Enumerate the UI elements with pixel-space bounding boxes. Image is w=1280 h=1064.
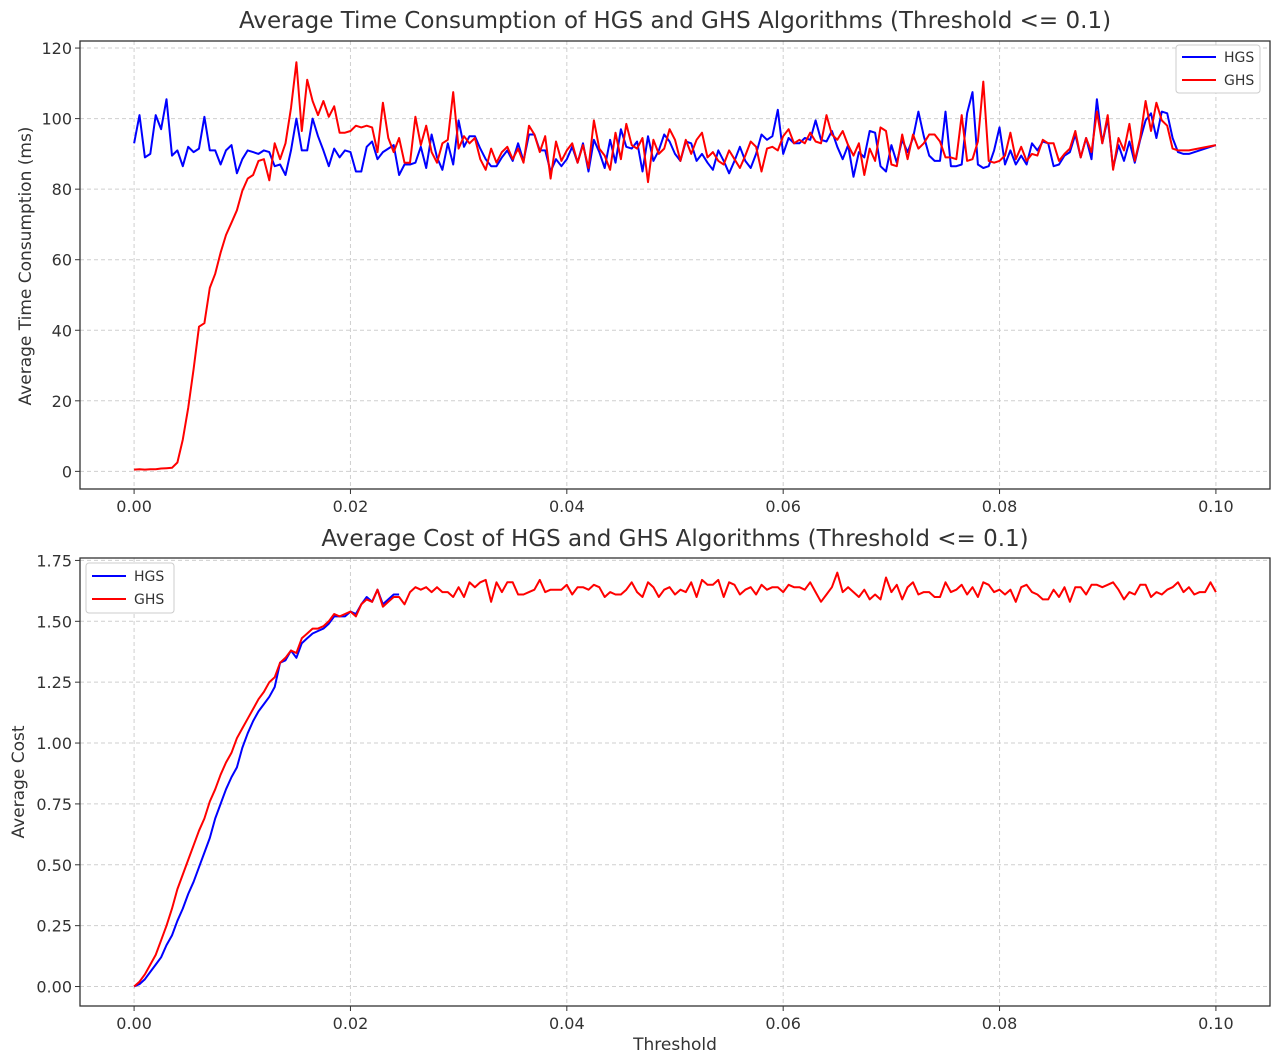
x-tick-label: 0.06 (765, 497, 801, 516)
x-axis-label: Threshold (632, 1035, 717, 1055)
y-axis-label: Average Time Consumption (ms) (16, 127, 36, 406)
x-tick-label: 0.00 (116, 1014, 152, 1033)
y-tick-label: 60 (52, 251, 72, 270)
series-lines (133, 571, 1217, 988)
x-tick-label: 0.02 (333, 497, 369, 516)
y-tick-label: 120 (41, 39, 72, 58)
y-tick-label: 0.50 (36, 856, 72, 875)
x-tick-label: 0.02 (333, 1014, 369, 1033)
tick-labels: 0.00 0.02 0.04 0.06 0.08 0.10 0.00 0.25 0.50 0.75… (36, 551, 1233, 1033)
y-tick-label: 40 (52, 321, 72, 340)
series-line-hgs (133, 588, 400, 988)
y-tick-label: 100 (41, 110, 72, 129)
grid (80, 558, 1270, 1006)
plot-frame (79, 40, 1271, 490)
legend-label-hgs: HGS (134, 569, 164, 585)
cost-chart: Average Cost of HGS and GHS Algorithms (… (9, 526, 1271, 1055)
x-tick-label: 0.08 (982, 1014, 1018, 1033)
x-tick-label: 0.10 (1198, 497, 1234, 516)
x-tick-label: 0.04 (549, 1014, 585, 1033)
y-tick-label: 0.75 (36, 795, 72, 814)
y-tick-label: 1.00 (36, 734, 72, 753)
tick-labels: 0.00 0.02 0.04 0.06 0.08 0.10 0 20 40 60 80 100 120 (41, 39, 1233, 516)
y-tick-label: 0 (62, 462, 72, 481)
plot-frame (79, 557, 1271, 1007)
y-tick-label: 1.75 (36, 551, 72, 570)
y-tick-label: 0.00 (36, 978, 72, 997)
y-axis-label: Average Cost (9, 725, 29, 838)
series-line-ghs (134, 61, 1217, 471)
y-tick-label: 80 (52, 180, 72, 199)
x-tick-label: 0.00 (116, 497, 152, 516)
x-tick-label: 0.06 (765, 1014, 801, 1033)
grid (80, 41, 1270, 489)
x-tick-label: 0.04 (549, 497, 585, 516)
time-consumption-chart: Average Time Consumption of HGS and GHS … (16, 8, 1271, 516)
y-tick-label: 0.25 (36, 917, 72, 936)
legend-label-ghs: GHS (1224, 73, 1254, 89)
x-tick-label: 0.08 (982, 497, 1018, 516)
legend-label-ghs: GHS (134, 592, 164, 608)
legend-label-hgs: HGS (1224, 50, 1254, 66)
y-tick-label: 20 (52, 392, 72, 411)
y-tick-label: 1.25 (36, 673, 72, 692)
legend: HGS GHS (1175, 44, 1261, 94)
y-tick-label: 1.50 (36, 612, 72, 631)
series-line-ghs (133, 571, 1217, 988)
x-tick-label: 0.10 (1198, 1014, 1234, 1033)
chart-title: Average Time Consumption of HGS and GHS … (239, 8, 1111, 34)
legend: HGS GHS (85, 562, 175, 614)
chart-title: Average Cost of HGS and GHS Algorithms (… (321, 526, 1028, 552)
series-lines (133, 61, 1217, 471)
series-line-hgs (133, 91, 1217, 178)
